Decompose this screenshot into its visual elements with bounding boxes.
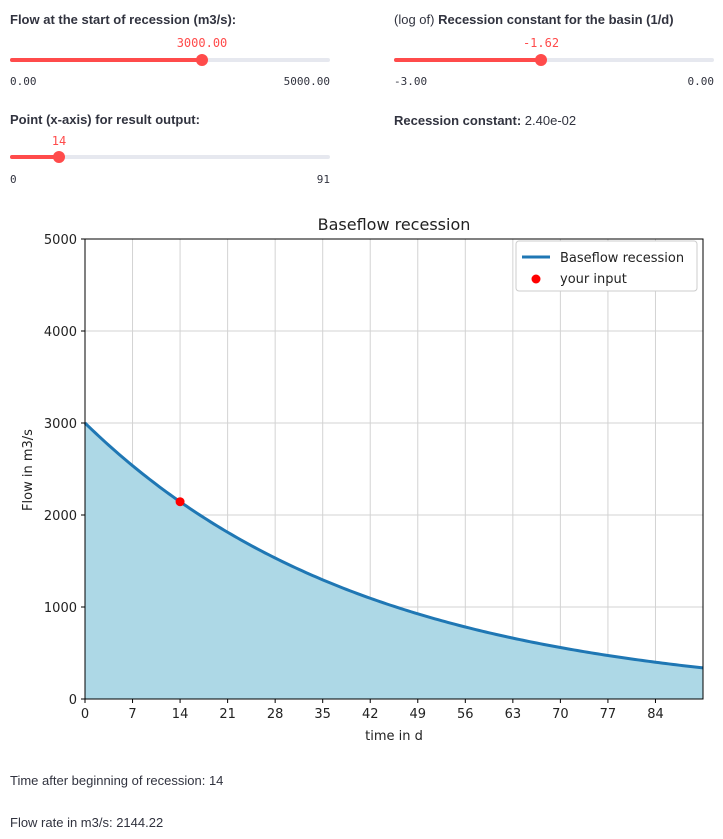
x-tick-label: 7 bbox=[128, 707, 136, 722]
y-tick-label: 4000 bbox=[44, 325, 77, 340]
output-point-slider[interactable] bbox=[10, 151, 330, 163]
flow-start-slider-fill bbox=[10, 58, 202, 62]
recession-constant-value: 2.40e-02 bbox=[524, 113, 577, 128]
recession-log-slider-block: (log of) Recession constant for the basi… bbox=[394, 12, 714, 92]
baseflow-recession-chart: Baseflow recession 0 7 14 21 28 35 42 49 56 63 70 7… bbox=[21, 215, 704, 744]
chart-ticks: 0 7 14 21 28 35 42 49 56 63 70 77 84 0 1000 2000 3000 400… bbox=[44, 233, 664, 722]
flow-start-min: 0.00 bbox=[10, 75, 37, 88]
x-tick-label: 0 bbox=[81, 707, 89, 722]
output-point-max: 91 bbox=[316, 173, 330, 186]
output-point-min: 0 bbox=[10, 173, 17, 186]
x-tick-label: 77 bbox=[600, 707, 617, 722]
recession-log-label-main: Recession constant for the basin (1/d) bbox=[438, 12, 674, 27]
recession-constant-label: Recession constant: bbox=[394, 113, 522, 128]
chart-axes bbox=[84, 238, 704, 700]
recession-log-label-prefix: (log of) bbox=[394, 12, 435, 27]
flow-start-slider-thumb[interactable] bbox=[196, 54, 208, 66]
recession-log-max: 0.00 bbox=[687, 75, 715, 88]
series-line-baseflow-recession bbox=[83, 421, 704, 670]
recession-log-min: -3.00 bbox=[394, 75, 428, 88]
flow-start-slider[interactable] bbox=[10, 54, 330, 66]
recession-log-slider-fill bbox=[394, 58, 541, 62]
legend-label-baseflow-recession: Baseflow recession bbox=[560, 251, 684, 266]
flow-start-label: Flow at the start of recession (m3/s): bbox=[10, 12, 237, 27]
output-point-label: Point (x-axis) for result output: bbox=[10, 112, 200, 127]
recession-area-fill bbox=[85, 423, 703, 699]
output-point-slider-block: Point (x-axis) for result output: 14 0 9… bbox=[10, 112, 330, 192]
flow-start-slider-block: Flow at the start of recession (m3/s): 3… bbox=[10, 12, 330, 92]
time-result-text: Time after beginning of recession: 14 bbox=[10, 773, 224, 788]
recession-log-slider[interactable] bbox=[394, 54, 714, 66]
chart-legend: Baseflow recession your input bbox=[515, 240, 698, 292]
x-tick-label: 21 bbox=[219, 707, 236, 722]
y-axis-label: Flow in m3/s bbox=[21, 429, 36, 511]
legend-box bbox=[515, 240, 698, 292]
chart-title: Baseflow recession bbox=[318, 215, 471, 234]
y-tick-label: 1000 bbox=[44, 601, 77, 616]
legend-label-your-input: your input bbox=[560, 272, 627, 287]
flow-start-max: 5000.00 bbox=[283, 75, 330, 88]
x-tick-label: 28 bbox=[267, 707, 284, 722]
y-tick-label: 3000 bbox=[44, 417, 77, 432]
recession-constant-text: Recession constant: 2.40e-02 bbox=[394, 113, 576, 128]
output-point-slider-thumb[interactable] bbox=[53, 151, 65, 163]
output-point-slider-fill bbox=[10, 155, 59, 159]
data-point-your-input bbox=[175, 497, 185, 507]
recession-log-label: (log of) Recession constant for the basi… bbox=[394, 12, 674, 27]
legend-point-icon bbox=[531, 274, 541, 284]
x-tick-label: 42 bbox=[362, 707, 379, 722]
x-tick-label: 49 bbox=[409, 707, 426, 722]
y-tick-label: 5000 bbox=[44, 233, 77, 248]
recession-log-slider-thumb[interactable] bbox=[535, 54, 547, 66]
x-tick-label: 35 bbox=[314, 707, 331, 722]
y-tick-label: 2000 bbox=[44, 509, 77, 524]
plot-frame bbox=[84, 238, 704, 700]
x-axis-label: time in d bbox=[365, 729, 423, 744]
x-tick-label: 84 bbox=[647, 707, 664, 722]
x-tick-label: 56 bbox=[457, 707, 474, 722]
x-tick-label: 63 bbox=[505, 707, 522, 722]
recession-log-value: -1.62 bbox=[522, 36, 560, 50]
flow-start-value: 3000.00 bbox=[176, 36, 228, 50]
x-tick-label: 14 bbox=[172, 707, 189, 722]
output-point-value: 14 bbox=[51, 134, 67, 148]
x-tick-label: 70 bbox=[552, 707, 569, 722]
flow-result-text: Flow rate in m3/s: 2144.22 bbox=[10, 815, 164, 830]
y-tick-label: 0 bbox=[69, 693, 77, 708]
